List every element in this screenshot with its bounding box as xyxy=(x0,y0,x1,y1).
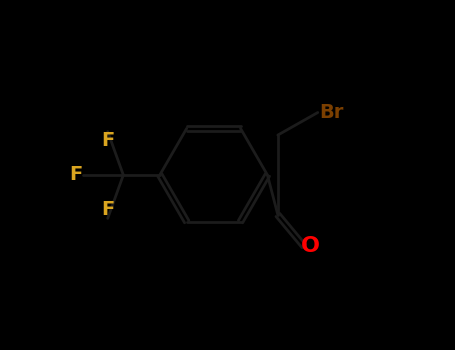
Text: F: F xyxy=(101,200,114,219)
Text: O: O xyxy=(301,236,320,256)
Text: Br: Br xyxy=(319,103,343,122)
Text: F: F xyxy=(101,131,114,150)
Text: F: F xyxy=(69,166,82,184)
